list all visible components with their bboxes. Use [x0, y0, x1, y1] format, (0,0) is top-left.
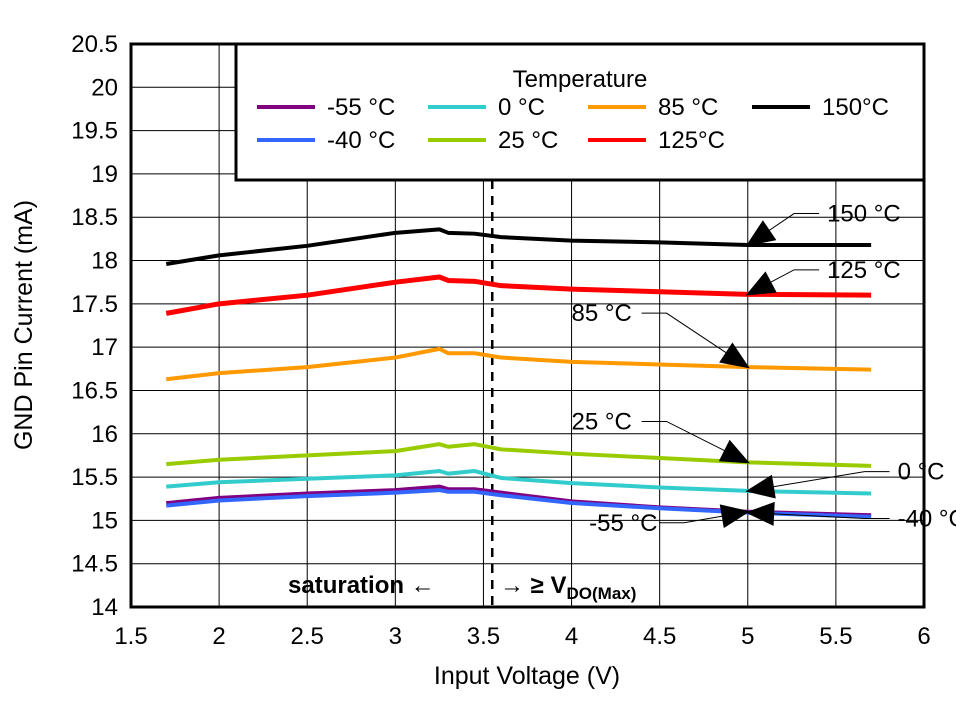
x-tick-label: 3.5	[467, 623, 500, 650]
y-tick-label: 20	[91, 74, 118, 101]
series-lines	[165, 227, 872, 519]
x-tick-label: 5.5	[819, 623, 852, 650]
annotation-label: 125 °C	[827, 257, 901, 284]
annotation-arrow	[659, 504, 751, 529]
annotation-label: -40 °C	[898, 505, 956, 532]
y-tick-label: 17	[91, 334, 118, 361]
annotation-label: -55 °C	[589, 510, 657, 537]
annotation-arrow	[641, 420, 750, 464]
annotation-arrow	[745, 213, 820, 247]
annotation-label: 150 °C	[827, 201, 901, 228]
series-line-150C	[165, 227, 872, 266]
y-tick-label: 14	[91, 594, 118, 621]
series-line--40C	[166, 488, 872, 519]
annotation-arrow	[745, 501, 890, 526]
saturation-label: saturation ←	[288, 572, 435, 599]
y-tick-label: 15.5	[71, 464, 118, 491]
x-tick-label: 6	[917, 623, 930, 650]
y-tick-label: 19.5	[71, 118, 118, 145]
annotation-label: 25 °C	[572, 408, 632, 435]
series-line-85C	[166, 346, 872, 382]
y-tick-label: 17.5	[71, 291, 118, 318]
legend-title: Temperature	[513, 66, 648, 93]
x-tick-label: 4	[565, 623, 578, 650]
x-tick-label: 1.5	[114, 623, 147, 650]
series-line-25C	[166, 442, 872, 468]
y-tick-label: 18.5	[71, 204, 118, 231]
x-tick-label: 5	[741, 623, 754, 650]
plot-frame	[129, 42, 926, 609]
legend: Temperature -55 °C -40 °C 0 °C 25 °C 85 °C 125…	[234, 42, 926, 182]
y-tick-label: 15	[91, 507, 118, 534]
x-tick-label: 3	[389, 623, 402, 650]
y-tick-label: 14.5	[71, 551, 118, 578]
annotation-arrow	[745, 471, 890, 499]
x-tick-label: 2	[212, 623, 225, 650]
series-line-125C	[165, 274, 872, 316]
x-tick-label: 2.5	[291, 623, 324, 650]
legend-entry: -55 °C	[327, 94, 395, 121]
legend-entry: 150°C	[822, 94, 889, 121]
legend-entry: 0 °C	[498, 94, 545, 121]
annotation-label: 85 °C	[572, 300, 632, 327]
annotation-arrow	[745, 269, 820, 296]
annotation-arrow	[641, 312, 750, 369]
y-tick-label: 18	[91, 248, 118, 275]
legend-entry: 125°C	[658, 127, 725, 154]
legend-entry: -40 °C	[327, 127, 395, 154]
annotations: 150 °C 125 °C 85 °C 25 °C 0 °C -40 °C -55 °C	[572, 201, 956, 537]
vdo-label: → ≥ VDO(Max)	[500, 572, 636, 603]
y-tick-label: 16.5	[71, 377, 118, 404]
x-tick-label: 4.5	[643, 623, 676, 650]
x-axis-label: Input Voltage (V)	[434, 662, 620, 690]
y-axis-label: GND Pin Current (mA)	[10, 200, 38, 450]
legend-entry: 25 °C	[498, 127, 558, 154]
y-tick-label: 19	[91, 161, 118, 188]
annotation-label: 0 °C	[898, 459, 945, 486]
axes: 1.5 2 2.5 3 3.5 4 4.5 5 5.5 6 14 14.5 15 15.5 16 16.5 17…	[71, 31, 930, 650]
series-line-0C	[166, 469, 872, 496]
legend-box	[234, 42, 926, 182]
legend-entry: 85 °C	[658, 94, 718, 121]
y-tick-label: 16	[91, 421, 118, 448]
y-tick-label: 20.5	[71, 31, 118, 58]
